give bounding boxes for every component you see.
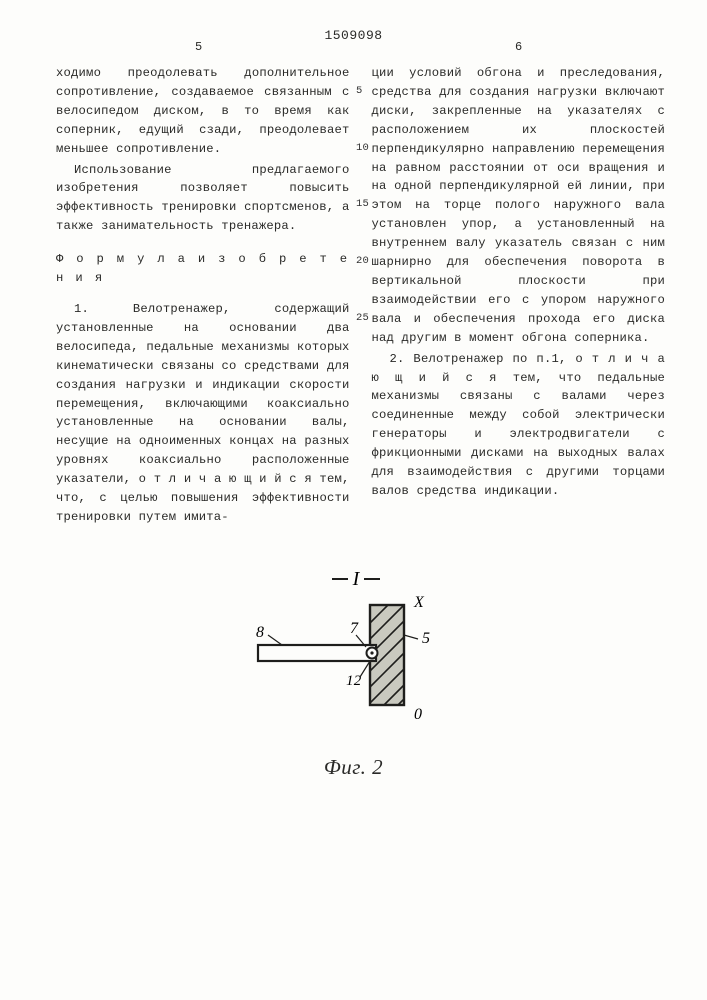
figure-caption: Фиг. 2 xyxy=(0,751,707,784)
figure-label-12: 12 xyxy=(346,673,362,689)
figure-label-7: 7 xyxy=(350,620,359,637)
paragraph: ции условий обгона и преследования, сред… xyxy=(372,64,666,348)
left-column: ходимо преодолевать дополнительное сопро… xyxy=(56,64,350,529)
paragraph: Использование предлагаемого изобретения … xyxy=(56,161,350,237)
claim-1: 1. Велотренажер, содержащий установленны… xyxy=(56,300,350,527)
figure-2: I xyxy=(0,565,707,784)
claim-2: 2. Велотренажер по п.1, о т л и ч а ю щ … xyxy=(372,350,666,501)
column-number-right: 6 xyxy=(515,38,522,57)
figure-bar xyxy=(258,645,378,661)
figure-label-8: 8 xyxy=(256,624,264,641)
claims-heading: Ф о р м у л а и з о б р е т е н и я xyxy=(56,250,350,288)
figure-label-5: 5 xyxy=(422,630,430,647)
paragraph: ходимо преодолевать дополнительное сопро… xyxy=(56,64,350,159)
figure-toplabel: I xyxy=(351,568,360,590)
line-number-gutter: 5 10 15 20 25 xyxy=(356,64,369,328)
right-column: ции условий обгона и преследования, сред… xyxy=(372,64,666,529)
figure-label-0: 0 xyxy=(414,706,422,723)
column-number-left: 5 xyxy=(195,38,202,57)
figure-2-drawing: I xyxy=(254,565,454,745)
patent-number: 1509098 xyxy=(324,26,382,46)
patent-page: 1509098 5 6 5 10 15 20 25 ходимо преодол… xyxy=(0,0,707,1000)
figure-label-x: X xyxy=(413,594,425,611)
